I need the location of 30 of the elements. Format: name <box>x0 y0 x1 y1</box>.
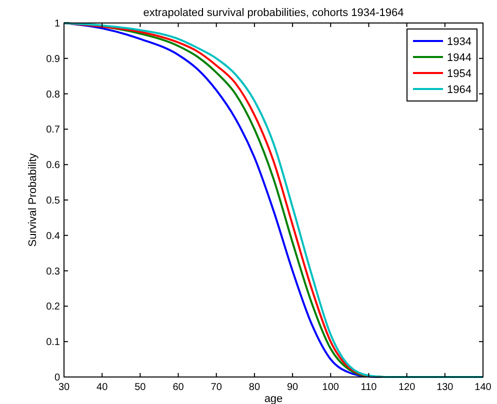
x-tick-label: 100 <box>322 382 340 393</box>
legend-label: 1954 <box>447 68 472 80</box>
x-tick-label: 90 <box>286 382 299 393</box>
x-tick-label: 70 <box>210 382 222 393</box>
y-tick-label: 0 <box>54 372 60 384</box>
x-tick-label: 130 <box>436 382 454 393</box>
x-tick-label: 40 <box>96 382 108 393</box>
y-tick-label: 0.4 <box>46 230 60 242</box>
legend-label: 1944 <box>447 52 472 64</box>
legend-label: 1934 <box>447 36 472 48</box>
x-tick-label: 140 <box>474 382 492 393</box>
y-tick-label: 1 <box>54 18 60 30</box>
y-tick-label: 0.7 <box>46 124 60 136</box>
x-tick-label: 120 <box>398 382 416 393</box>
chart-title: extrapolated survival probabilities, cohorts 1934-1964 <box>143 7 404 19</box>
y-tick-label: 0.9 <box>46 54 60 65</box>
y-tick-label: 0.8 <box>46 89 60 100</box>
y-tick-label: 0.3 <box>46 266 60 278</box>
y-tick-label: 0.6 <box>46 160 60 172</box>
x-tick-label: 80 <box>248 382 260 393</box>
y-tick-label: 0.5 <box>46 196 60 206</box>
x-tick-label: 30 <box>58 382 70 393</box>
y-axis-title: Survival Probability <box>27 152 39 247</box>
legend-label: 1964 <box>447 84 472 96</box>
x-tick-label: 50 <box>134 382 146 393</box>
y-tick-label: 0.1 <box>46 337 60 348</box>
x-axis-title: age <box>264 393 283 404</box>
x-tick-label: 60 <box>172 382 184 393</box>
y-tick-label: 0.2 <box>46 302 60 313</box>
x-tick-label: 110 <box>360 382 378 393</box>
